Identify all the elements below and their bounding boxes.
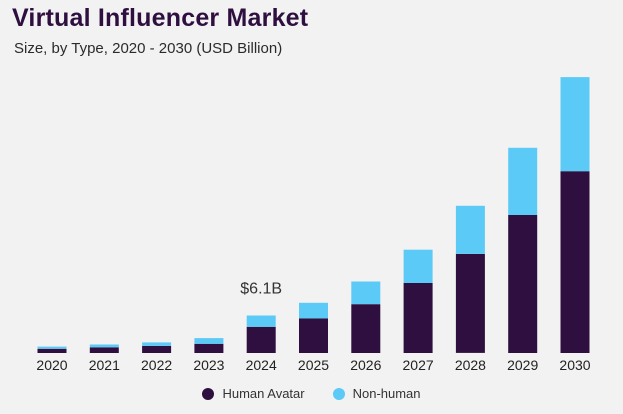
legend-swatch-human-avatar — [202, 387, 215, 400]
x-tick-label-2020: 2020 — [36, 357, 67, 373]
x-tick-label-2029: 2029 — [507, 357, 538, 373]
legend-item-non-human: Non-human — [332, 386, 421, 401]
annotation-2024: $6.1B — [240, 281, 282, 298]
bar-non-human-2023 — [194, 338, 224, 344]
chart-title: Virtual Influencer Market — [12, 4, 309, 32]
legend-label-non-human: Non-human — [352, 386, 421, 401]
bar-human-avatar-2028 — [455, 253, 485, 353]
x-tick-label-2026: 2026 — [350, 357, 381, 373]
legend-item-human-avatar: Human Avatar — [202, 386, 305, 401]
bar-non-human-2028 — [455, 205, 485, 254]
bar-non-human-2030 — [560, 77, 590, 172]
bar-human-avatar-2030 — [560, 171, 590, 353]
x-tick-label-2023: 2023 — [193, 357, 224, 373]
x-tick-label-2022: 2022 — [141, 357, 172, 373]
bar-human-avatar-2025 — [299, 318, 328, 353]
bar-non-human-2026 — [351, 281, 381, 305]
chart-subtitle: Size, by Type, 2020 - 2030 (USD Billion) — [14, 40, 283, 57]
x-tick-label-2027: 2027 — [403, 357, 434, 373]
legend-swatch-non-human — [332, 387, 345, 400]
bar-human-avatar-2024 — [246, 326, 276, 353]
bar-human-avatar-2022 — [142, 345, 172, 353]
bar-non-human-2025 — [299, 302, 328, 319]
bar-non-human-2027 — [403, 249, 433, 283]
x-tick-label-2021: 2021 — [89, 357, 120, 373]
bar-human-avatar-2029 — [508, 215, 538, 353]
bar-non-human-2022 — [142, 342, 172, 346]
bar-human-avatar-2021 — [89, 347, 119, 353]
bar-human-avatar-2020 — [37, 348, 67, 353]
x-tick-label-2025: 2025 — [298, 357, 329, 373]
bar-non-human-2020 — [37, 346, 67, 349]
x-tick-label-2030: 2030 — [559, 357, 590, 373]
legend: Human Avatar Non-human — [0, 386, 623, 401]
bar-human-avatar-2027 — [403, 283, 433, 353]
bar-human-avatar-2026 — [351, 304, 381, 353]
bar-non-human-2024 — [246, 315, 276, 327]
legend-label-human-avatar: Human Avatar — [222, 386, 305, 401]
x-tick-label-2028: 2028 — [455, 357, 486, 373]
x-tick-label-2024: 2024 — [246, 357, 277, 373]
bar-non-human-2021 — [89, 344, 119, 348]
bar-human-avatar-2023 — [194, 343, 224, 353]
bar-non-human-2029 — [508, 147, 538, 215]
